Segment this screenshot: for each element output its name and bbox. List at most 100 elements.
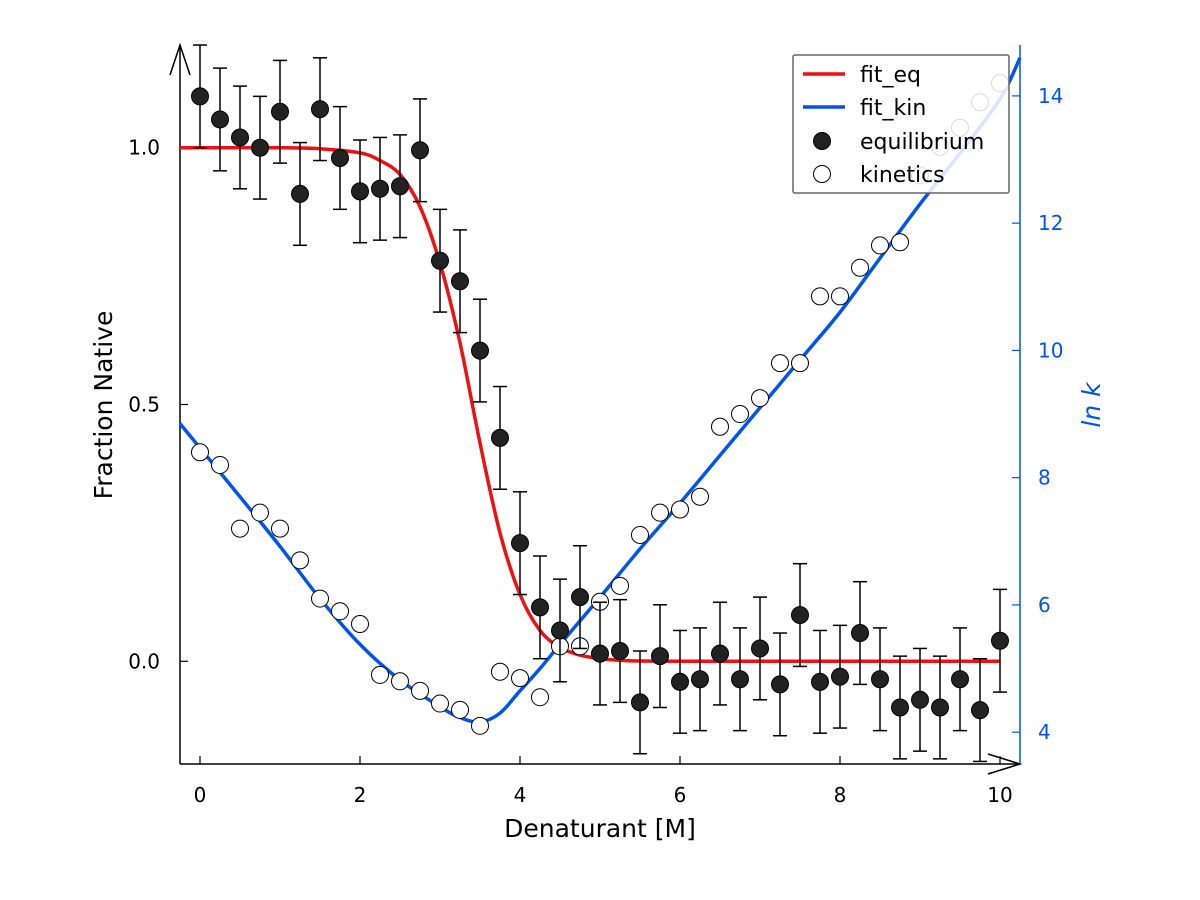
equilibrium-point-23 <box>651 647 669 666</box>
kinetics-point-14 <box>471 716 489 735</box>
kinetics-point-4 <box>271 519 289 538</box>
left-axis-arrow <box>169 42 191 76</box>
equilibrium-point-32 <box>831 667 849 686</box>
kinetics-point-33 <box>851 258 869 277</box>
equilibrium-point-37 <box>931 698 949 717</box>
kinetics-point-26 <box>711 417 729 436</box>
y2-tick-label-5: 14 <box>1038 84 1063 108</box>
legend-marker-kinetics <box>813 165 831 183</box>
equilibrium-point-7 <box>331 148 349 167</box>
kinetics-point-21 <box>611 576 629 595</box>
equilibrium-point-22 <box>631 693 649 712</box>
fit-eq-layer <box>180 145 1000 664</box>
kinetics-point-1 <box>211 455 229 474</box>
equilibrium-point-3 <box>251 138 269 157</box>
equilibrium-point-30 <box>791 606 809 625</box>
kinetics-point-3 <box>251 503 269 522</box>
y2-axis-title: ln k <box>1077 381 1106 428</box>
equilibrium-point-35 <box>891 698 909 717</box>
equilibrium-point-19 <box>571 588 589 607</box>
equilibrium-point-28 <box>751 639 769 658</box>
equilibrium-point-40 <box>991 631 1009 650</box>
kinetics-point-8 <box>351 615 369 634</box>
equilibrium-points-layer <box>191 44 1009 763</box>
y-axis-title: Fraction Native <box>89 311 118 500</box>
x-axis-ticks: 0 2 4 6 8 10 <box>194 756 1013 807</box>
kinetics-point-15 <box>491 662 509 681</box>
equilibrium-point-17 <box>531 598 549 617</box>
legend-label-fit-eq: fit_eq <box>860 63 921 88</box>
equilibrium-point-9 <box>371 179 389 198</box>
x-tick-label-0: 0 <box>194 783 207 807</box>
kinetics-point-34 <box>871 236 889 255</box>
y2-tick-label-0: 4 <box>1038 720 1051 744</box>
kinetics-point-16 <box>511 669 529 688</box>
kinetics-point-10 <box>391 672 409 691</box>
fit-eq-line <box>180 145 1000 664</box>
equilibrium-point-0 <box>191 87 209 106</box>
x-axis-title: Denaturant [M] <box>504 814 696 843</box>
kinetics-point-13 <box>451 700 469 719</box>
equilibrium-point-12 <box>431 251 449 270</box>
legend-marker-equilibrium <box>813 132 831 150</box>
y2-tick-label-4: 12 <box>1038 211 1063 235</box>
equilibrium-point-14 <box>471 341 489 360</box>
legend-label-equilibrium: equilibrium <box>860 130 984 155</box>
equilibrium-point-34 <box>871 670 889 689</box>
kinetics-point-23 <box>651 503 669 522</box>
y-tick-label-2: 1.0 <box>128 136 160 160</box>
kinetics-point-30 <box>791 354 809 373</box>
legend-box <box>792 54 1010 194</box>
equilibrium-point-39 <box>971 701 989 720</box>
kinetics-point-11 <box>411 681 429 700</box>
kinetics-point-17 <box>531 688 549 707</box>
equilibrium-point-25 <box>691 670 709 689</box>
x-tick-label-1: 2 <box>354 783 367 807</box>
kinetics-point-12 <box>431 694 449 713</box>
x-tick-label-4: 8 <box>834 783 847 807</box>
x-tick-label-3: 6 <box>674 783 687 807</box>
equilibrium-point-4 <box>271 102 289 121</box>
equilibrium-point-10 <box>391 177 409 196</box>
x-tick-label-2: 4 <box>514 783 527 807</box>
y2-tick-label-2: 8 <box>1038 466 1051 490</box>
equilibrium-point-2 <box>231 128 249 147</box>
kinetics-point-0 <box>191 443 209 462</box>
kinetics-point-22 <box>631 525 649 544</box>
legend-label-fit-kin: fit_kin <box>860 96 926 121</box>
equilibrium-point-13 <box>451 272 469 291</box>
kinetics-point-27 <box>731 405 749 424</box>
equilibrium-point-6 <box>311 100 329 119</box>
equilibrium-point-24 <box>671 672 689 691</box>
y2-tick-label-3: 10 <box>1038 338 1063 362</box>
equilibrium-point-15 <box>491 428 509 447</box>
kinetics-point-32 <box>831 287 849 306</box>
equilibrium-point-33 <box>851 624 869 643</box>
equilibrium-point-21 <box>611 642 629 661</box>
equilibrium-point-18 <box>551 621 569 640</box>
kinetics-point-28 <box>751 389 769 408</box>
equilibrium-point-16 <box>511 534 529 553</box>
equilibrium-point-38 <box>951 670 969 689</box>
equilibrium-point-29 <box>771 675 789 694</box>
kinetics-point-24 <box>671 500 689 519</box>
y2-tick-label-1: 6 <box>1038 593 1051 617</box>
kinetics-point-31 <box>811 287 829 306</box>
kinetics-point-2 <box>231 519 249 538</box>
kinetics-point-6 <box>311 589 329 608</box>
equilibrium-point-36 <box>911 690 929 709</box>
legend: fit_eq fit_kin equilibrium kinetics <box>792 54 1010 194</box>
kinetics-point-25 <box>691 487 709 506</box>
kinetics-point-7 <box>331 602 349 621</box>
equilibrium-point-5 <box>291 184 309 203</box>
equilibrium-point-8 <box>351 182 369 201</box>
kinetics-point-9 <box>371 665 389 684</box>
kinetics-point-5 <box>291 551 309 570</box>
x-tick-label-5: 10 <box>987 783 1012 807</box>
equilibrium-point-27 <box>731 670 749 689</box>
equilibrium-point-26 <box>711 644 729 663</box>
equilibrium-point-1 <box>211 110 229 129</box>
equilibrium-point-11 <box>411 141 429 160</box>
y-tick-label-1: 0.5 <box>128 393 160 417</box>
